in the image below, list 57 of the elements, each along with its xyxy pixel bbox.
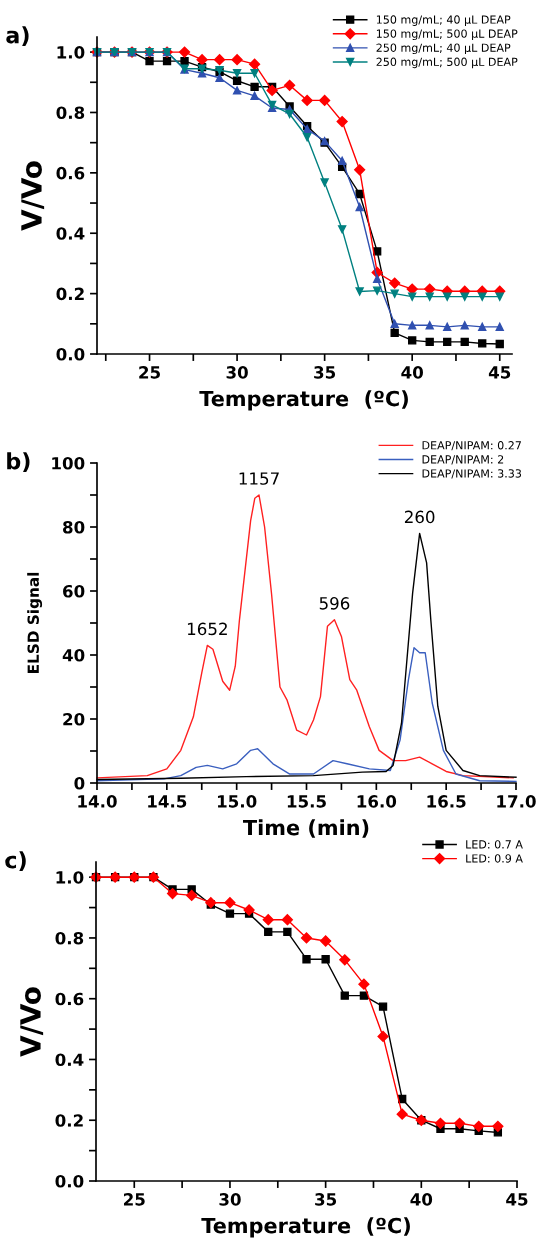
- annotation: 596: [319, 597, 350, 610]
- text: a): [6, 26, 29, 47]
- legend-label: LED: 0.7 A: [466, 840, 523, 849]
- x-tick-label: 16.5: [427, 795, 466, 808]
- legend-label: 250 mg/mL; 500 µL DEAP: [376, 57, 518, 69]
- y-tick-label: 0.4: [56, 227, 85, 240]
- x-tick-label: 45: [506, 1193, 528, 1206]
- y-tick-label: 80: [63, 520, 85, 534]
- annotation: 1157: [239, 472, 279, 485]
- y-tick-label: 40: [62, 648, 85, 662]
- annotation: 260: [404, 510, 435, 524]
- legend-label: 150 mg/mL; 40 µL DEAP: [376, 15, 511, 26]
- x-tick-label: 35: [314, 366, 336, 379]
- x-tick-label: 45: [488, 366, 511, 379]
- x-tick-label: 17.0: [497, 795, 536, 808]
- y-axis-title: V/Vo: [20, 987, 44, 1057]
- y-tick-label: 0.6: [55, 992, 84, 1006]
- y-tick-label: 0: [74, 776, 85, 790]
- legend-label: 250 mg/mL; 40 µL DEAP: [376, 43, 511, 55]
- y-tick-label: 0.2: [55, 1114, 83, 1127]
- y-axis-title: V/Vo: [21, 161, 45, 231]
- x-tick-label: 35: [315, 1193, 337, 1206]
- y-tick-label: 60: [63, 584, 85, 598]
- x-tick-label: 16.0: [357, 795, 397, 808]
- y-tick-label: 0.2: [56, 287, 84, 301]
- legend-label: DEAP/NIPAM: 3.33: [422, 469, 522, 479]
- y-axis-title: ELSD Signal: [27, 572, 43, 673]
- y-tick-label: 0.0: [56, 347, 85, 361]
- x-tick-label: 25: [139, 366, 160, 379]
- x-axis-title: Temperature (ºC): [199, 390, 408, 411]
- y-tick-label: 0.4: [55, 1053, 84, 1067]
- x-axis-title: Temperature (ºC): [201, 1217, 410, 1238]
- y-tick-label: 0.8: [56, 106, 85, 120]
- x-tick-label: 15.5: [287, 795, 326, 808]
- text: b): [7, 452, 30, 473]
- legend-label: DEAP/NIPAM: 2: [422, 455, 504, 465]
- x-axis-title: Time (min): [243, 819, 369, 838]
- y-tick-label: 0.8: [55, 931, 84, 945]
- x-tick-label: 30: [226, 366, 248, 379]
- y-tick-label: 20: [63, 712, 85, 726]
- x-tick-label: 25: [123, 1193, 145, 1206]
- x-tick-label: 40: [410, 1193, 433, 1206]
- legend-label: LED: 0.9 A: [466, 854, 523, 863]
- text: c): [5, 851, 26, 872]
- y-tick-label: 1.0: [56, 871, 84, 884]
- x-tick-label: 30: [219, 1193, 241, 1206]
- y-tick-label: 0.0: [55, 1174, 84, 1188]
- y-tick-label: 1.0: [57, 46, 85, 59]
- y-tick-label: 100: [52, 456, 85, 470]
- x-tick-label: 40: [401, 366, 423, 379]
- x-tick-label: 14.0: [78, 795, 117, 808]
- x-tick-label: 14.5: [148, 795, 187, 808]
- annotation: 1652: [187, 622, 227, 636]
- x-tick-label: 15.0: [217, 795, 257, 808]
- y-tick-label: 0.6: [56, 166, 85, 180]
- legend-label: DEAP/NIPAM: 0.27: [422, 441, 521, 451]
- legend-label: 150 mg/mL; 500 µL DEAP: [376, 29, 518, 40]
